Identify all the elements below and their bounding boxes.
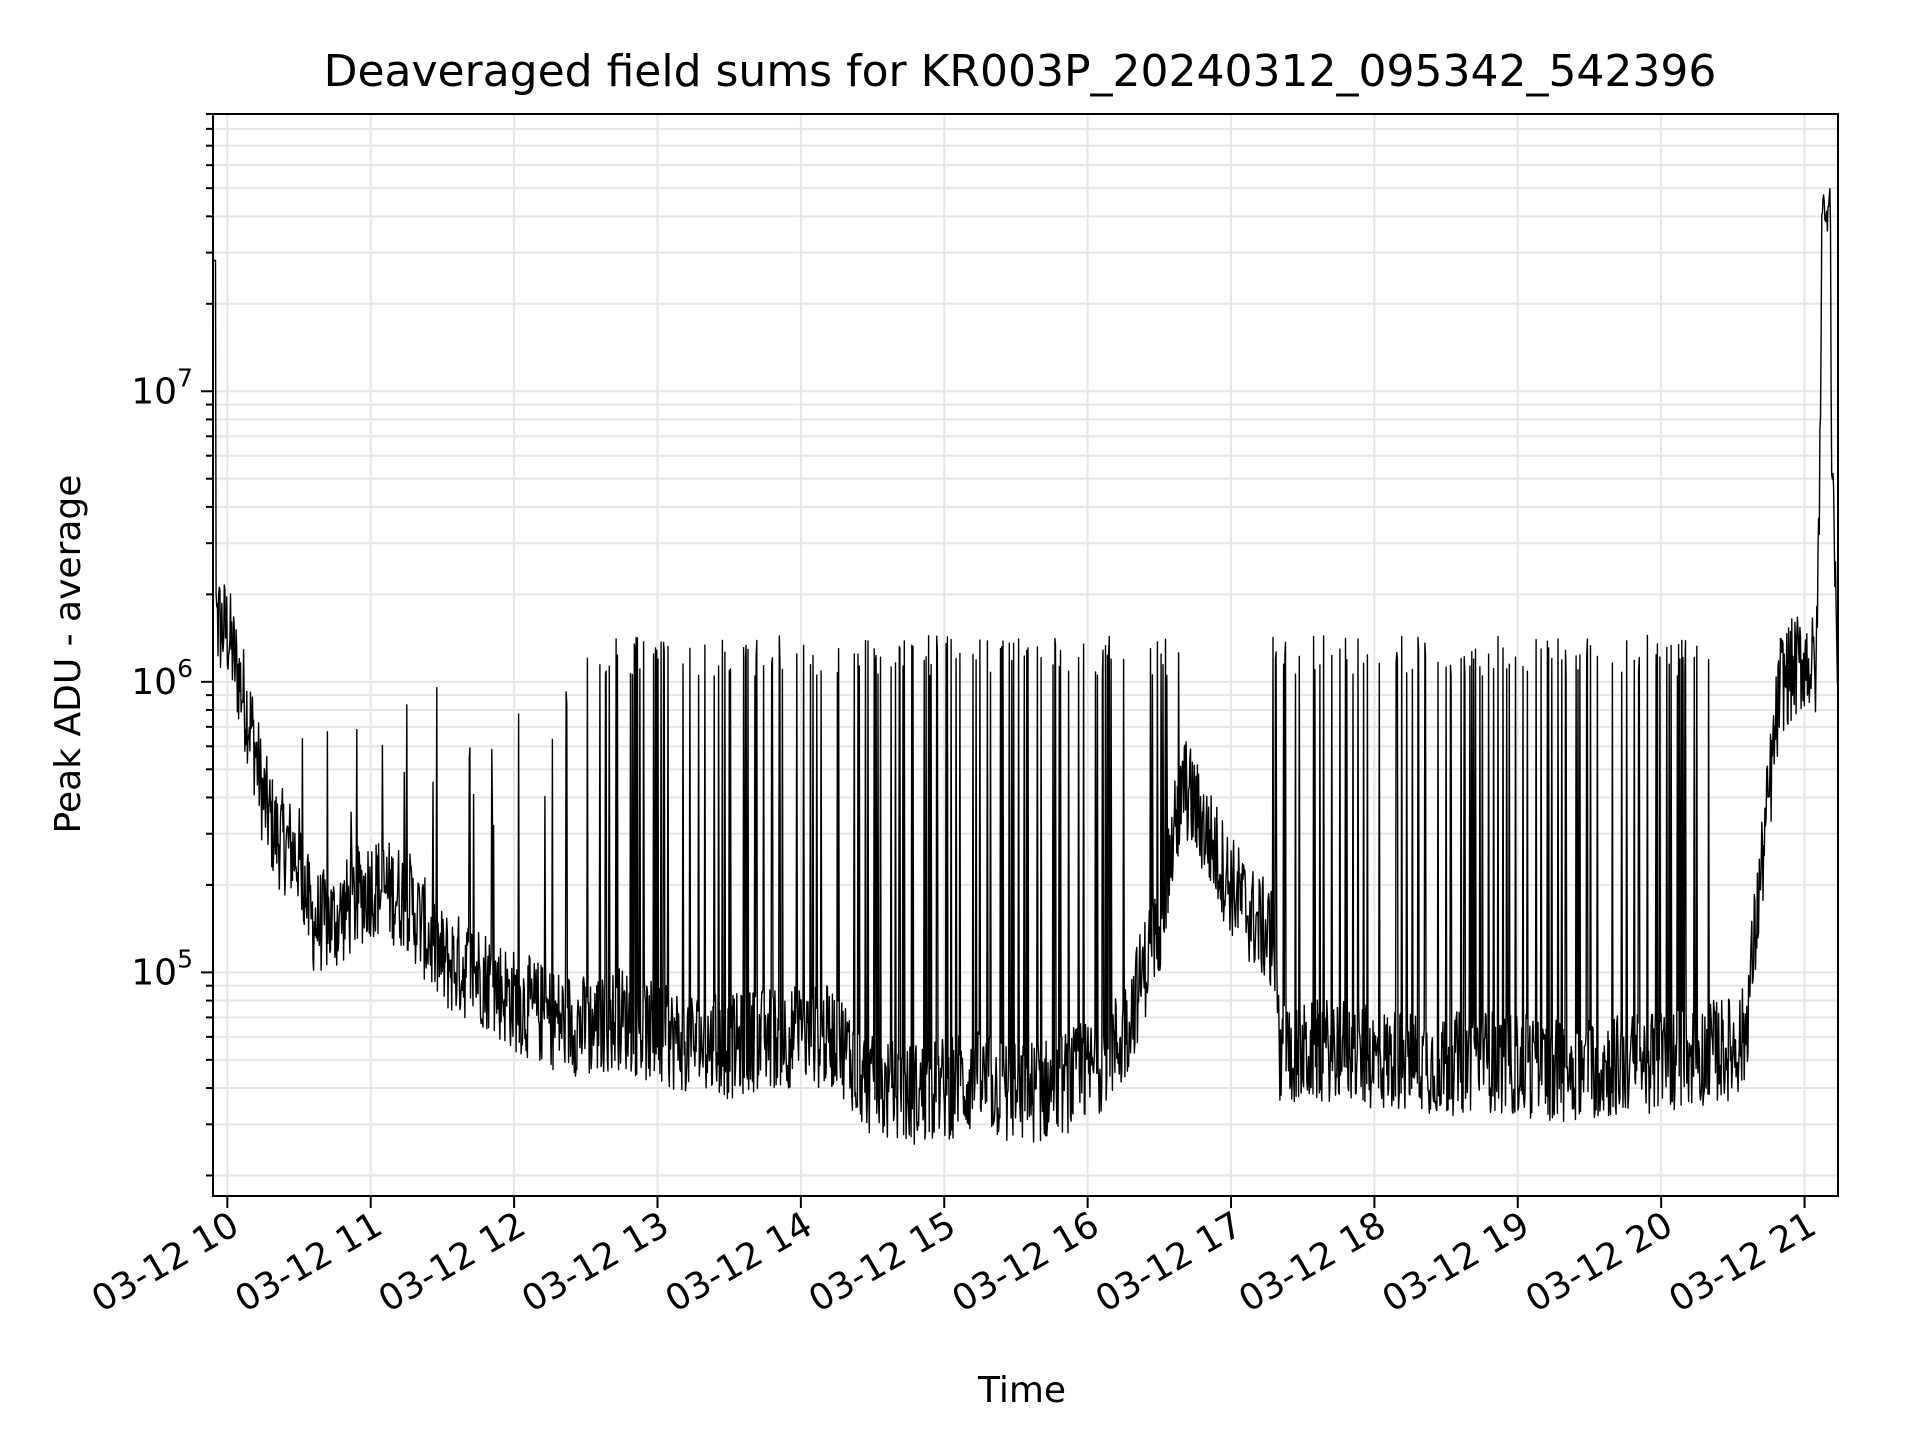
x-axis-label: Time: [977, 1370, 1066, 1411]
series-line: [212, 187, 1839, 1145]
y-tick-label: 107: [131, 363, 193, 412]
series-group: [212, 187, 1839, 1145]
chart-title: Deaveraged field sums for KR003P_2024031…: [324, 46, 1717, 97]
y-tick-label: 106: [131, 654, 193, 703]
y-tick-label: 105: [131, 944, 193, 993]
y-tick-labels: 105 106 107: [131, 363, 193, 993]
plot-frame: [212, 113, 1839, 1197]
ticks: [201, 113, 1806, 1208]
y-axis-label: Peak ADU - average: [48, 475, 89, 834]
